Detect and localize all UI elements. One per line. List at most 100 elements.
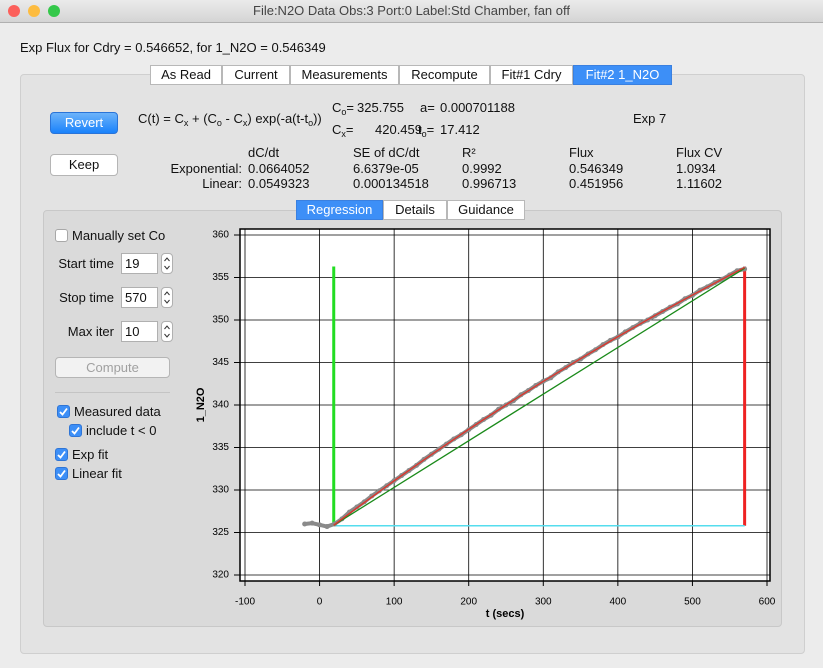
- separator: [55, 392, 170, 393]
- checkbox-label: include t < 0: [86, 423, 157, 438]
- tab[interactable]: Current: [222, 65, 290, 85]
- window-title: File:N2O Data Obs:3 Port:0 Label:Std Cha…: [253, 3, 570, 18]
- compute-button[interactable]: Compute: [55, 357, 170, 378]
- y-tick-label: 325: [212, 527, 229, 538]
- stepper[interactable]: [161, 287, 173, 308]
- field-label: Max iter: [67, 324, 114, 339]
- fit-line: [333, 267, 745, 526]
- checkbox[interactable]: [55, 448, 68, 461]
- row-label: Exponential:: [170, 161, 242, 176]
- fit-line: [333, 266, 745, 526]
- window-button[interactable]: [28, 5, 40, 17]
- equation-part: C(t) = C: [138, 111, 184, 126]
- stepper-arrows: [164, 291, 170, 304]
- y-tick-label: 330: [212, 485, 229, 496]
- field-label: Stop time: [59, 290, 114, 305]
- number-field[interactable]: 19: [121, 253, 158, 274]
- checkbox[interactable]: [69, 424, 82, 437]
- checkbox[interactable]: [55, 467, 68, 480]
- x-tick-label: 400: [610, 597, 627, 608]
- x-tick-label: 300: [535, 597, 552, 608]
- column-header: Flux: [569, 145, 594, 160]
- y-tick-label: 360: [212, 230, 229, 241]
- data-point: [324, 524, 330, 530]
- data-point: [302, 521, 308, 527]
- check-mark: [57, 450, 66, 459]
- result-cell: 0.451956: [569, 176, 624, 191]
- subtab[interactable]: Guidance: [447, 200, 525, 220]
- parameter-sub: o: [421, 129, 427, 139]
- checkbox-label: Linear fit: [72, 466, 122, 481]
- result-cell: 0.996713: [462, 176, 517, 191]
- tab[interactable]: As Read: [150, 65, 222, 85]
- y-tick-label: 320: [212, 570, 229, 581]
- number-field[interactable]: 10: [121, 321, 158, 342]
- checkbox[interactable]: [55, 229, 68, 242]
- column-header: dC/dt: [248, 145, 280, 160]
- parameter-sub: o: [341, 107, 347, 117]
- row-label: Linear:: [202, 176, 242, 191]
- keep-button[interactable]: Keep: [50, 154, 118, 176]
- result-cell: 1.11602: [676, 176, 723, 191]
- result-cell: 0.546349: [569, 161, 624, 176]
- tab[interactable]: Fit#2 1_N2O: [573, 65, 672, 85]
- x-axis-title: t (secs): [486, 608, 525, 620]
- parameter: a= 0.000701188: [420, 100, 515, 115]
- revert-button[interactable]: Revert: [50, 112, 118, 134]
- tab[interactable]: Recompute: [399, 65, 490, 85]
- column-header: R²: [462, 145, 476, 160]
- window-button[interactable]: [8, 5, 20, 17]
- y-axis-title: 1_N2O: [195, 387, 207, 422]
- checkbox[interactable]: [57, 405, 70, 418]
- result-cell: 0.0549323: [248, 176, 310, 191]
- stepper-arrows: [164, 257, 170, 270]
- x-tick-label: 200: [460, 597, 477, 608]
- equation-part: o: [216, 118, 222, 128]
- parameter: to= 17.412: [418, 122, 480, 139]
- data-point: [317, 522, 323, 528]
- check-mark: [59, 407, 68, 416]
- checkbox-label: Exp fit: [72, 447, 109, 462]
- stepper-arrows: [164, 325, 170, 338]
- result-cell: 0.000134518: [353, 176, 429, 191]
- checkbox-label: Measured data: [74, 404, 161, 419]
- checkbox-label: Manually set Co: [72, 228, 166, 243]
- y-tick-label: 355: [212, 272, 229, 283]
- parameter: Co= 325.755: [332, 100, 404, 117]
- parameter-sign: =: [426, 122, 435, 137]
- field-label: Start time: [58, 256, 114, 271]
- parameter-sign: =: [346, 100, 354, 115]
- x-tick-label: 500: [684, 597, 701, 608]
- result-cell: 6.6379e-05: [353, 161, 419, 176]
- parameter-name: a=: [420, 100, 435, 115]
- stepper[interactable]: [161, 253, 173, 274]
- equation: C(t) = Cx + (Co - Cx) exp(-a(t-to)): [138, 111, 322, 128]
- parameter-name: t: [418, 122, 422, 137]
- tab[interactable]: Fit#1 Cdry: [490, 65, 573, 85]
- title-bar: [0, 0, 823, 23]
- equation-part: - C: [221, 111, 243, 126]
- y-tick-label: 335: [212, 442, 229, 453]
- result-cell: 0.9992: [462, 161, 502, 176]
- y-tick-label: 350: [212, 315, 229, 326]
- window-button[interactable]: [48, 5, 60, 17]
- equation-part: )): [313, 111, 322, 126]
- tab[interactable]: Measurements: [290, 65, 399, 85]
- equation-part: o: [308, 118, 314, 128]
- equation-part: x: [242, 118, 248, 128]
- result-cell: 0.0664052: [248, 161, 310, 176]
- number-field[interactable]: 570: [121, 287, 158, 308]
- x-tick-label: -100: [235, 597, 255, 608]
- stepper[interactable]: [161, 321, 173, 342]
- subtab[interactable]: Details: [383, 200, 447, 220]
- parameter-name: C: [332, 100, 342, 115]
- parameter-sub: x: [341, 129, 346, 139]
- equation-part: ) exp(-a(t-t: [247, 111, 309, 126]
- parameter-value: 325.755: [357, 100, 404, 115]
- parameter-value: 420.459: [375, 122, 422, 137]
- data-point: [309, 520, 315, 526]
- x-tick-label: 600: [759, 597, 776, 608]
- subtab[interactable]: Regression: [296, 200, 383, 220]
